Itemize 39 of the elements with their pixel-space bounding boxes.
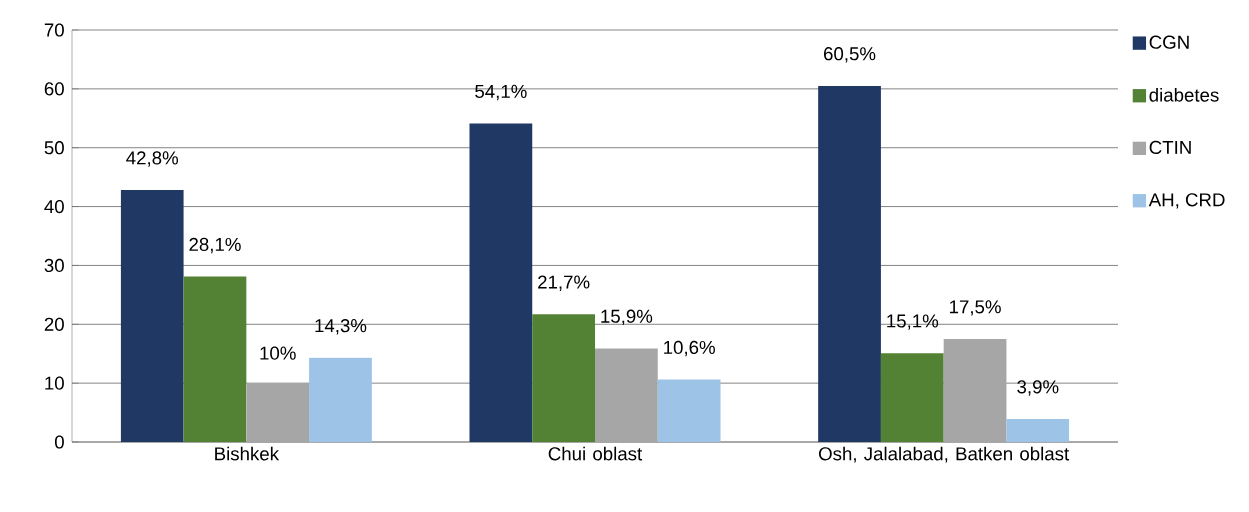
y-tick-label: 20: [44, 317, 64, 331]
data-label: 10,6%: [664, 340, 715, 357]
data-label: 17,5%: [950, 300, 1001, 316]
y-tick-label: 0: [54, 435, 64, 449]
bar: [1006, 419, 1070, 442]
bar: [309, 357, 372, 442]
data-label: 14,3%: [315, 319, 367, 335]
bar: [469, 123, 533, 442]
data-label: 60,5%: [824, 47, 876, 63]
bar: [818, 85, 881, 442]
legend-label: CTIN: [1149, 140, 1191, 155]
data-label: 10%: [260, 346, 296, 360]
bar: [657, 379, 721, 442]
x-tick-label: Bishkek: [215, 446, 280, 461]
bar: [246, 383, 310, 442]
y-tick-label: 10: [45, 376, 64, 390]
bar: [183, 276, 247, 442]
legend-label: CGN: [1149, 35, 1189, 49]
bar: [880, 353, 944, 442]
data-label: 15,1%: [887, 314, 939, 330]
y-tick-label: 60: [44, 82, 64, 96]
bar: [532, 314, 595, 442]
y-tick-label: 40: [44, 199, 64, 214]
data-label: 28,1%: [189, 237, 241, 254]
y-tick-label: 70: [44, 23, 64, 37]
data-label: 54,1%: [475, 84, 527, 101]
bar: [120, 190, 184, 442]
x-tick-label: Chui oblast: [548, 446, 643, 461]
y-tick-label: 30: [44, 258, 64, 273]
y-tick-label: 50: [44, 141, 64, 155]
bar: [943, 339, 1007, 442]
legend-label: diabetes: [1149, 87, 1219, 102]
data-label: 3,9%: [1017, 380, 1059, 396]
data-label: 21,7%: [538, 275, 590, 291]
bar: [595, 348, 658, 442]
x-tick-label: Osh, Jalalabad, Batken oblast: [818, 446, 1070, 463]
data-label: 15,9%: [601, 309, 653, 326]
legend-label: AH, CRD: [1148, 193, 1225, 209]
data-label: 42,8%: [126, 151, 178, 167]
